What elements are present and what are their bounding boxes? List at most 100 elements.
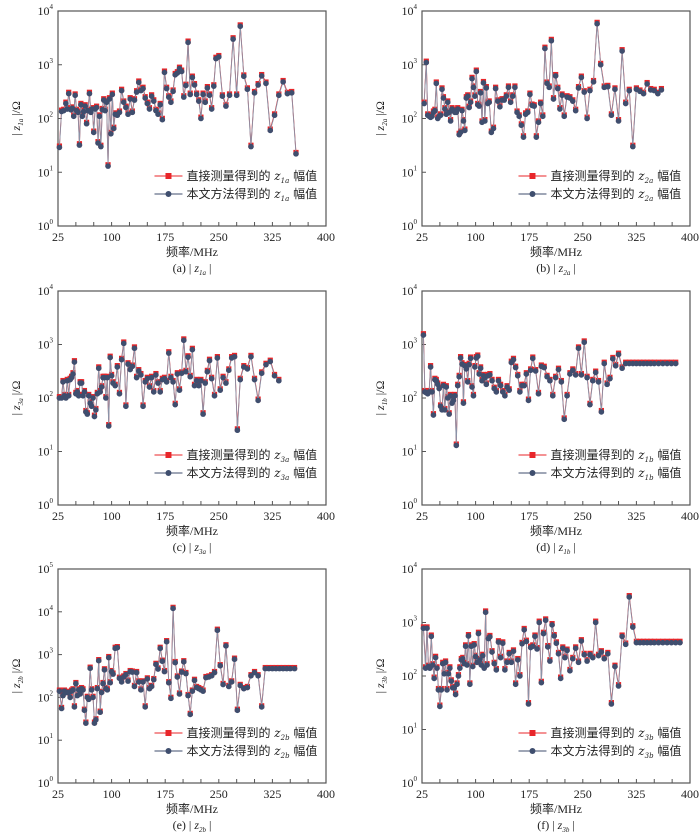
marker-method [483,85,490,91]
marker-method [172,659,179,666]
y-tick-label: 102 [402,390,418,405]
marker-method [584,115,590,122]
marker-method [536,619,543,626]
marker-method [529,355,536,362]
chart-panel-e: 25 100 175 250 325 400100101102103104105频率/MH… [9,561,335,834]
legend-label: 直接测量得到的 z3b 幅值 [550,725,681,742]
marker-method [598,409,605,415]
marker-method [251,669,258,676]
marker-method [564,647,570,654]
marker-method [516,113,522,120]
marker-method [578,74,585,81]
marker-method [140,679,146,685]
marker-method [487,634,493,640]
panel-caption: (d) | z1b | [536,540,575,556]
x-tick-label: 175 [520,787,538,801]
marker-method [510,356,517,363]
marker-method [178,669,185,675]
marker-method [428,633,435,640]
marker-method [466,361,472,368]
marker-method [581,651,588,658]
x-tick-label: 100 [467,787,485,801]
marker-method [567,371,573,377]
marker-method [107,354,113,361]
legend-marker-square [165,173,172,179]
x-tick-label: 400 [681,230,699,244]
marker-method [434,665,440,671]
marker-method [163,638,170,645]
series-line-method [422,596,680,707]
marker-method [208,106,215,112]
marker-method [440,95,447,101]
marker-method [469,663,476,670]
y-axis-title: | z3b |/Ω [373,659,389,694]
marker-method [102,107,108,114]
marker-method [466,104,472,111]
marker-method [471,642,477,648]
marker-method [442,659,449,666]
marker-method [542,45,548,52]
marker-method [491,660,497,667]
marker-method [161,668,168,675]
marker-method [125,111,131,118]
y-tick-label: 104 [402,3,418,18]
marker-method [155,666,161,672]
marker-method [234,427,241,434]
marker-method [208,375,215,382]
marker-method [499,640,506,647]
marker-method [114,364,121,370]
y-tick-label: 103 [402,57,418,72]
marker-method [258,704,265,710]
marker-method [258,73,265,79]
legend-item-method: 本文方法得到的 z3a 幅值 [154,465,317,482]
marker-method [594,20,600,27]
marker-method [223,103,229,109]
marker-method [504,659,510,666]
y-tick-label: 101 [38,444,54,459]
marker-method [84,411,91,417]
marker-method [622,641,629,648]
marker-method [284,90,291,97]
y-tick-label: 104 [38,604,54,619]
y-tick-label: 104 [38,283,54,298]
marker-method [176,691,183,697]
marker-method [157,645,163,652]
marker-method [56,688,63,694]
marker-method [554,85,561,92]
marker-method [163,379,170,385]
marker-method [529,643,536,650]
y-tick-label: 101 [38,164,54,179]
marker-method [502,392,508,399]
marker-method [531,103,538,109]
marker-method [476,103,482,109]
marker-method [506,387,512,393]
legend-label: 直接测量得到的 z3a 幅值 [186,447,317,464]
marker-method [237,23,244,30]
marker-method [677,639,683,646]
marker-method [559,92,565,99]
marker-method [129,363,136,370]
marker-method [444,99,451,106]
marker-method [75,392,82,399]
marker-method [658,87,665,93]
marker-method [231,656,238,663]
marker-method [258,370,265,377]
marker-method [472,364,478,370]
marker-method [464,93,471,99]
marker-method [144,676,151,682]
x-axis-title: 频率/MHz [530,244,582,259]
marker-method [90,694,96,701]
marker-method [464,379,471,385]
marker-method [223,380,229,386]
marker-method [105,654,112,661]
marker-method [263,361,269,368]
marker-method [210,83,217,89]
marker-method [584,658,590,664]
marker-method [452,392,458,399]
series-line-measured [423,22,662,146]
marker-method [462,643,469,650]
series-line-method [422,335,676,446]
marker-method [226,367,232,374]
marker-method [70,113,77,120]
marker-method [505,84,512,91]
